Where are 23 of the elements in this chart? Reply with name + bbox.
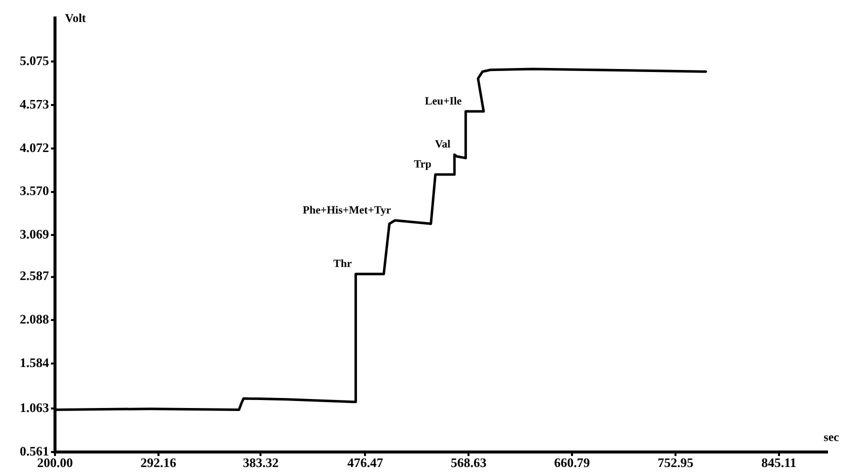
x-tick-label: 383.32 xyxy=(242,455,279,470)
y-axis-title: Volt xyxy=(65,11,86,26)
x-tick-label: 845.11 xyxy=(761,455,796,470)
x-tick-label: 568.63 xyxy=(450,455,488,470)
y-tick-label: 3.069 xyxy=(20,226,50,242)
y-tick-label: 3.570 xyxy=(20,183,49,198)
annotation: Trp xyxy=(414,158,432,171)
y-tick-label: 5.075 xyxy=(20,53,50,68)
annotation: Val xyxy=(434,138,450,151)
y-tick-label: 1.584 xyxy=(20,354,50,370)
y-tick-label: 4.573 xyxy=(20,96,50,112)
y-tick-label: 4.072 xyxy=(20,140,49,155)
annotation: Leu+Ile xyxy=(424,95,462,108)
annotation: Phe+His+Met+Tyr xyxy=(302,204,392,216)
x-axis-title: sec xyxy=(824,430,840,444)
x-tick-label: 660.79 xyxy=(554,455,590,470)
y-tick-label: 2.587 xyxy=(20,268,50,284)
x-tick-label: 752.95 xyxy=(658,455,694,470)
y-tick-label: 2.088 xyxy=(20,311,50,326)
y-tick-label: 1.063 xyxy=(20,400,50,415)
x-tick-label: 476.47 xyxy=(347,455,384,470)
annotation: Thr xyxy=(333,258,352,270)
x-tick-label: 292.16 xyxy=(140,455,177,470)
